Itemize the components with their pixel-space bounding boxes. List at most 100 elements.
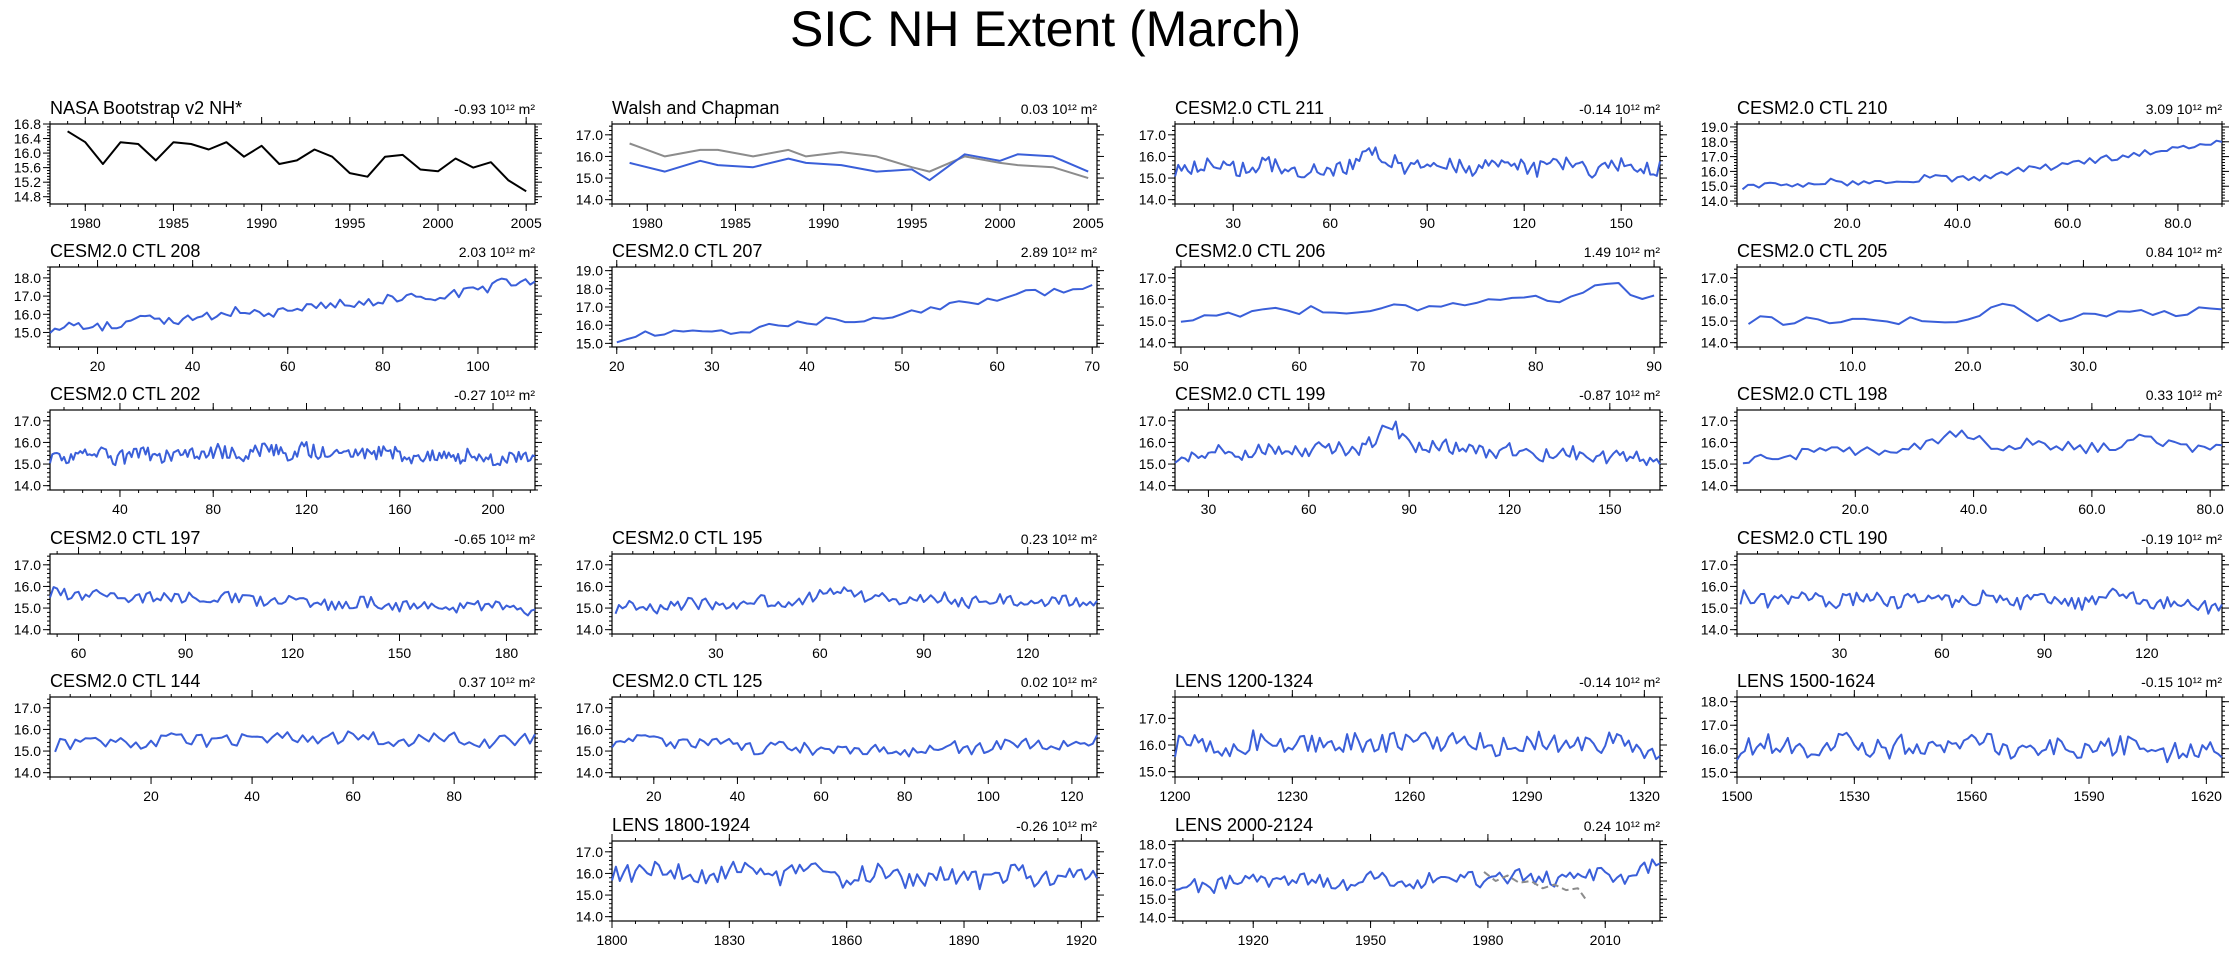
- x-tick-label: 2010: [1590, 932, 1621, 948]
- y-tick-label: 16.0: [1701, 434, 1728, 450]
- series-line: [1747, 302, 2223, 326]
- y-tick-label: 16.0: [1139, 291, 1166, 307]
- y-tick-label: 14.0: [1701, 335, 1728, 351]
- x-tick-label: 150: [1610, 215, 1634, 231]
- x-tick-label: 60: [1934, 645, 1950, 661]
- y-tick-label: 17.0: [1139, 270, 1166, 286]
- series-line: [1174, 146, 1661, 179]
- panel: CESM2.0 CTL 208 2.03 10¹² m² 15.0 16.0 17.0 1…: [14, 241, 542, 374]
- y-tick-label: 18.0: [14, 270, 41, 286]
- y-tick-label: 17.0: [1701, 413, 1728, 429]
- plot-frame: [49, 696, 536, 778]
- trend-label: -0.19 10¹² m²: [2141, 531, 2222, 547]
- panel-title: CESM2.0 CTL 195: [612, 528, 762, 548]
- y-tick-label: 14.0: [14, 478, 41, 494]
- trend-label: 2.89 10¹² m²: [1021, 244, 1098, 260]
- x-tick-label: 160: [388, 501, 412, 517]
- y-tick-label: 15.0: [1139, 764, 1166, 780]
- y-tick-label: 14.0: [1139, 478, 1166, 494]
- x-tick-label: 1560: [1956, 788, 1987, 804]
- figure-title: SIC NH Extent (March): [790, 1, 1301, 57]
- series-line: [49, 441, 536, 467]
- y-tick-label: 15.0: [1139, 313, 1166, 329]
- panel-title: CESM2.0 CTL 197: [50, 528, 200, 548]
- plot-frame: [611, 840, 1098, 922]
- x-tick-label: 1590: [2073, 788, 2104, 804]
- x-tick-label: 20.0: [1954, 358, 1981, 374]
- panel: CESM2.0 CTL 125 0.02 10¹² m² 14.0 15.0 16.0 1…: [576, 671, 1104, 804]
- y-tick-label: 17.0: [14, 557, 41, 573]
- x-tick-label: 1800: [596, 932, 627, 948]
- x-tick-label: 90: [1419, 215, 1435, 231]
- trend-label: 2.03 10¹² m²: [459, 244, 536, 260]
- x-tick-label: 1890: [948, 932, 979, 948]
- x-tick-label: 120: [281, 645, 305, 661]
- trend-label: -0.87 10¹² m²: [1579, 387, 1660, 403]
- series-line: [611, 734, 1098, 758]
- x-tick-label: 80: [897, 788, 913, 804]
- panel: LENS 2000-2124 0.24 10¹² m² 14.0 15.0 16.0 17…: [1139, 815, 1667, 948]
- x-tick-label: 70: [1410, 358, 1426, 374]
- plot-frame: [1736, 123, 2223, 205]
- y-tick-label: 15.0: [1701, 600, 1728, 616]
- panel: NASA Bootstrap v2 NH* -0.93 10¹² m²14.815…: [14, 98, 542, 231]
- y-tick-label: 18.0: [1701, 134, 1728, 150]
- y-tick-label: 15.0: [1701, 764, 1728, 780]
- series-line: [1174, 858, 1661, 894]
- panel-title: CESM2.0 CTL 206: [1175, 241, 1325, 261]
- y-tick-label: 15.0: [576, 170, 603, 186]
- series-line: [629, 153, 1089, 182]
- panel-title: CESM2.0 CTL 207: [612, 241, 762, 261]
- panel-title: CESM2.0 CTL 198: [1737, 384, 1887, 404]
- y-tick-label: 14.0: [14, 765, 41, 781]
- x-tick-label: 50: [894, 358, 910, 374]
- x-tick-label: 20: [90, 358, 106, 374]
- x-tick-label: 30: [704, 358, 720, 374]
- y-tick-label: 14.0: [1139, 909, 1166, 925]
- plot-frame: [611, 696, 1098, 778]
- y-tick-label: 16.0: [1701, 578, 1728, 594]
- y-tick-label: 16.0: [14, 145, 41, 161]
- panel: Walsh and Chapman 0.03 10¹² m² 14.0 15.0 16.…: [576, 98, 1104, 231]
- y-tick-label: 15.0: [1701, 313, 1728, 329]
- x-tick-label: 1995: [896, 215, 927, 231]
- panel: LENS 1800-1924 -0.26 10¹² m² 14.0 15.0 16.0 1…: [576, 815, 1104, 948]
- x-tick-label: 1920: [1066, 932, 1097, 948]
- x-tick-label: 60: [1322, 215, 1338, 231]
- plot-frame: [49, 553, 536, 635]
- series-line: [1174, 420, 1661, 467]
- plot-frame: [1736, 409, 2223, 491]
- x-tick-label: 60: [280, 358, 296, 374]
- panel-title: LENS 1800-1924: [612, 815, 750, 835]
- y-tick-label: 16.0: [576, 721, 603, 737]
- y-tick-label: 16.0: [576, 317, 603, 333]
- y-tick-label: 16.0: [1139, 873, 1166, 889]
- x-tick-label: 80.0: [2197, 501, 2224, 517]
- y-tick-label: 15.0: [1139, 891, 1166, 907]
- x-tick-label: 120: [1513, 215, 1537, 231]
- plot-frame: [1174, 409, 1661, 491]
- y-tick-label: 16.0: [1139, 737, 1166, 753]
- y-tick-label: 15.0: [1139, 456, 1166, 472]
- plot-frame: [1736, 266, 2223, 348]
- x-tick-label: 40: [244, 788, 260, 804]
- panel: CESM2.0 CTL 211 -0.14 10¹² m² 14.0 15.0 16.0…: [1139, 98, 1667, 231]
- y-tick-label: 15.0: [1701, 456, 1728, 472]
- y-tick-label: 14.0: [1701, 478, 1728, 494]
- y-tick-label: 14.0: [576, 192, 603, 208]
- y-tick-label: 19.0: [576, 263, 603, 279]
- y-tick-label: 18.0: [576, 281, 603, 297]
- series-line: [629, 142, 1089, 180]
- x-tick-label: 60.0: [2078, 501, 2105, 517]
- x-tick-label: 120: [1498, 501, 1522, 517]
- panel-title: CESM2.0 CTL 202: [50, 384, 200, 404]
- panel: CESM2.0 CTL 206 1.49 10¹² m² 14.0 15.0 16.0 1…: [1139, 241, 1667, 374]
- y-tick-label: 16.0: [576, 578, 603, 594]
- y-tick-label: 15.6: [14, 160, 41, 176]
- panel: CESM2.0 CTL 199 -0.87 10¹² m² 14.0 15.0 16.0…: [1139, 384, 1667, 517]
- y-tick-label: 17.0: [1139, 413, 1166, 429]
- x-tick-label: 1530: [1839, 788, 1870, 804]
- x-tick-label: 30: [1225, 215, 1241, 231]
- x-tick-label: 50: [1173, 358, 1189, 374]
- y-tick-label: 16.0: [1701, 291, 1728, 307]
